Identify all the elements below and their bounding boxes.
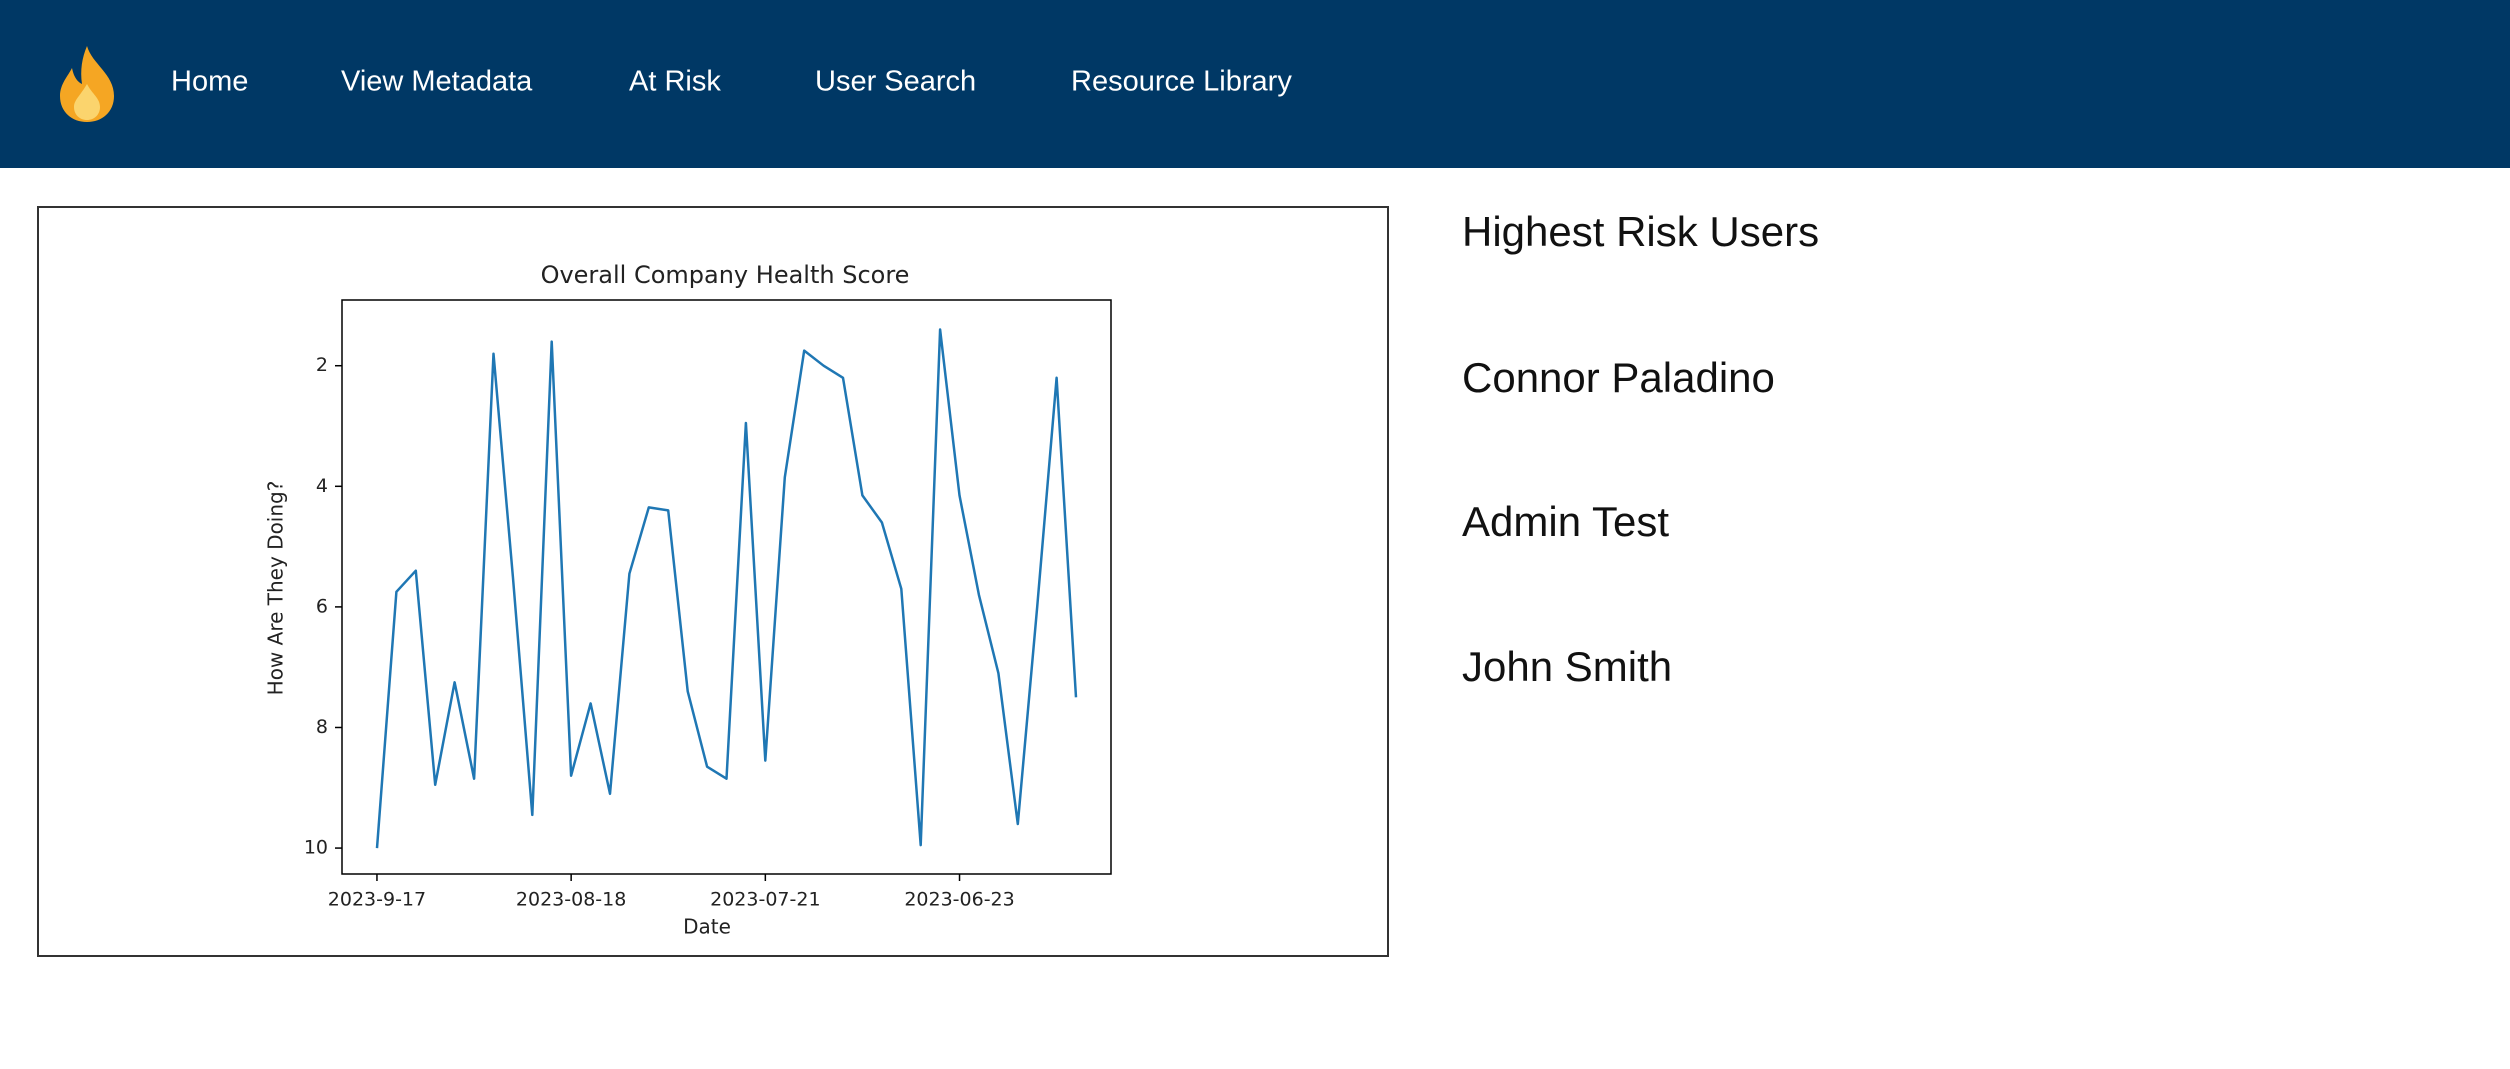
y-tick-label: 2	[316, 354, 328, 376]
x-tick-label: 2023-08-18	[516, 889, 626, 911]
nav-bar: Home View Metadata At Risk User Search R…	[0, 0, 2510, 168]
data-line	[375, 328, 1078, 849]
nav-link[interactable]: User Search	[815, 65, 977, 98]
x-tick-label: 2023-06-23	[904, 889, 1014, 911]
nav-link[interactable]: At Risk	[629, 65, 721, 98]
user-name[interactable]: Connor Paladino	[1462, 354, 1775, 401]
x-tick-label: 2023-07-21	[710, 889, 820, 911]
chart: Overall Company Health Score Date How Ar…	[264, 261, 1112, 939]
sidebar-title: Highest Risk Users	[1462, 208, 1820, 255]
user-name[interactable]: Admin Test	[1462, 498, 1669, 545]
y-tick-label: 10	[304, 837, 328, 859]
nav-link[interactable]: View Metadata	[341, 65, 533, 98]
user-name[interactable]: John Smith	[1462, 643, 1673, 690]
y-tick-label: 6	[316, 595, 328, 617]
chart-frame: Overall Company Health Score Date How Ar…	[37, 206, 1389, 957]
x-tick-label: 2023-9-17	[328, 889, 426, 911]
nav-link[interactable]: Home	[171, 65, 249, 98]
y-tick-label: 4	[316, 475, 328, 497]
x-axis-label: Date	[683, 915, 731, 939]
logo[interactable]	[52, 44, 122, 124]
chart-title: Overall Company Health Score	[541, 261, 910, 289]
y-axis-label: How Are They Doing?	[264, 481, 288, 696]
y-tick-label: 8	[316, 716, 328, 738]
plot-area	[341, 299, 1112, 875]
nav-link[interactable]: Resource Library	[1071, 65, 1292, 98]
